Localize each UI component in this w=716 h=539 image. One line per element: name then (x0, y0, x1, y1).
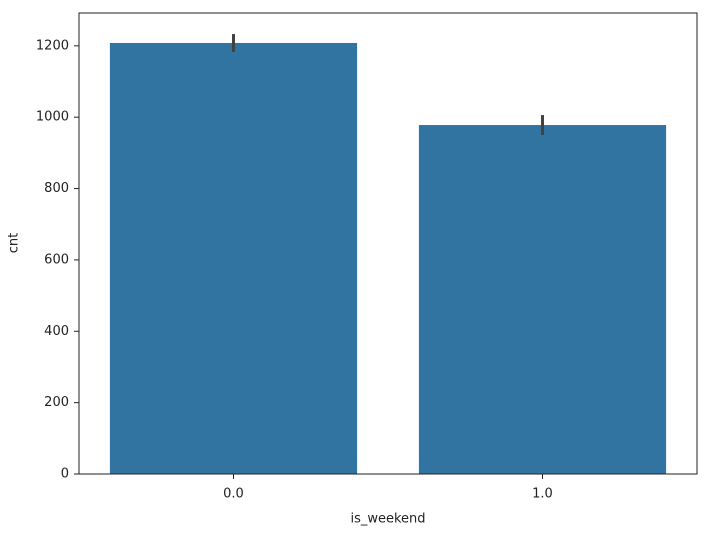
bar (109, 42, 358, 474)
bar (418, 125, 667, 474)
y-tick-label: 600 (44, 252, 69, 267)
x-axis-label: is_weekend (350, 512, 425, 527)
x-tick-label: 1.0 (532, 487, 553, 502)
y-tick-label: 400 (44, 324, 69, 339)
x-tick-label: 0.0 (223, 487, 244, 502)
y-tick-label: 0 (61, 467, 69, 482)
plot-frame (78, 12, 698, 475)
y-tick-label: 1000 (36, 110, 69, 125)
y-tick-label: 1200 (36, 38, 69, 53)
y-axis-label: cnt (7, 233, 22, 253)
y-tick-label: 200 (44, 395, 69, 410)
y-tick-label: 800 (44, 181, 69, 196)
